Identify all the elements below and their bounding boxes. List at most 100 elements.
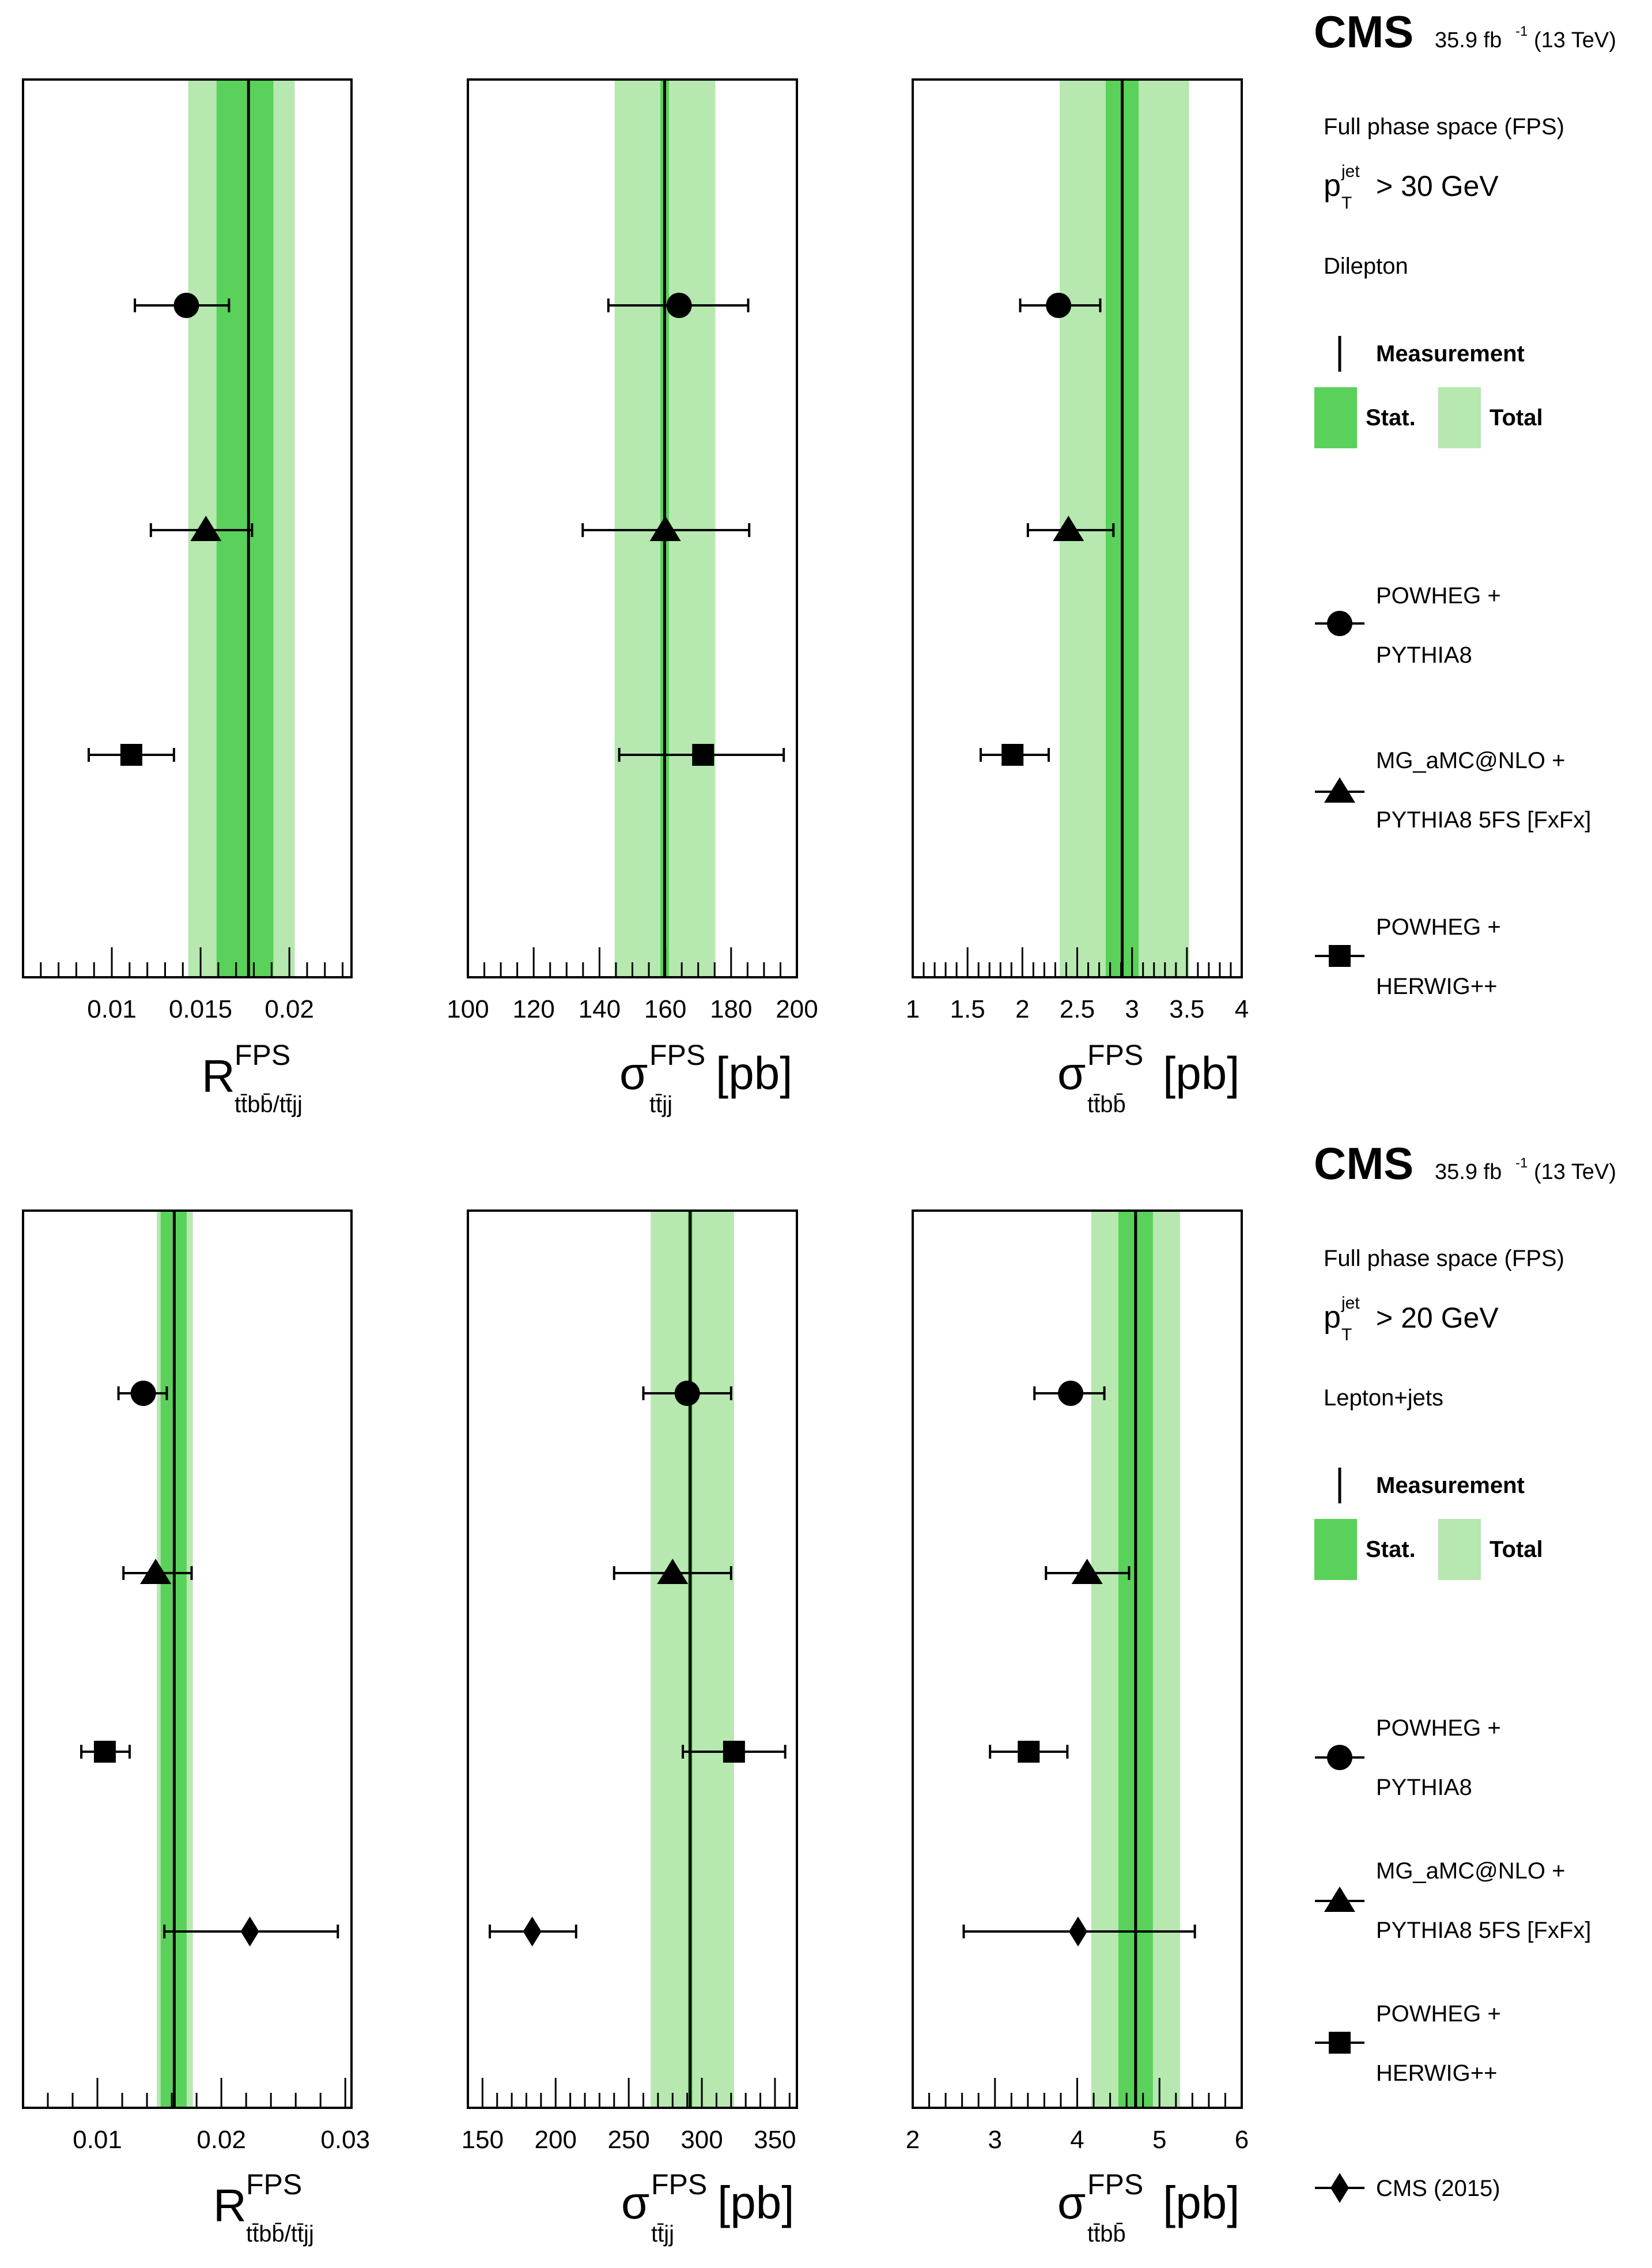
svg-text:HERWIG++: HERWIG++ (1376, 2061, 1497, 2086)
svg-text:Stat.: Stat. (1366, 1537, 1416, 1562)
tick-label: 100 (447, 995, 489, 1023)
pt-subscript: T (1341, 194, 1352, 213)
tick-label: 150 (462, 2126, 504, 2154)
svg-text:POWHEG +: POWHEG + (1376, 2001, 1501, 2027)
channel-label: Lepton+jets (1324, 1385, 1443, 1411)
axis-title-dilepton-ratio: R FPS tt̄bb̄/tt̄jj (202, 1039, 303, 1117)
svg-text:tt̄jj: tt̄jj (651, 2221, 674, 2247)
svg-text:[pb]: [pb] (717, 2177, 794, 2228)
data-point-circle (1033, 1381, 1106, 1406)
data-point-diamond (489, 1917, 577, 1946)
marker-circle (173, 293, 199, 318)
tick-label: 1 (906, 995, 920, 1023)
plot-frame (22, 78, 353, 978)
pt-symbol: p (1324, 1300, 1341, 1335)
svg-text:R: R (213, 2180, 247, 2231)
circle-marker-icon (1327, 611, 1352, 636)
tick-label: 0.02 (264, 995, 314, 1023)
svg-text:σ: σ (1057, 2177, 1086, 2228)
phase-space-label: Full phase space (FPS) (1324, 1246, 1564, 1271)
tick-label: 140 (579, 995, 621, 1023)
svg-text:MG_aMC@NLO +: MG_aMC@NLO + (1376, 1858, 1565, 1884)
tick-label: 300 (681, 2126, 723, 2154)
plot-frame (912, 1209, 1243, 2109)
data-point-triangle (613, 1559, 732, 1584)
data-point-square (682, 1741, 787, 1763)
data-point-square (980, 744, 1050, 766)
svg-text:tt̄bb̄/tt̄jj: tt̄bb̄/tt̄jj (246, 2221, 314, 2247)
data-point-circle (134, 293, 230, 318)
tick-label: 180 (710, 995, 752, 1023)
marker-diamond (1068, 1917, 1087, 1946)
data-point-triangle (581, 516, 751, 541)
marker-circle (1046, 293, 1072, 318)
tick-label: 0.01 (73, 2126, 122, 2154)
tick-label: 1.5 (950, 995, 985, 1023)
tick-label: 3.5 (1169, 995, 1204, 1023)
pt-superscript: jet (1341, 1294, 1360, 1313)
svg-text:tt̄bb̄: tt̄bb̄ (1087, 2221, 1126, 2247)
marker-triangle (1053, 516, 1084, 541)
stat-uncertainty-band (216, 80, 274, 977)
tick-label: 4 (1070, 2126, 1084, 2154)
energy-label: (13 TeV) (1534, 28, 1616, 52)
svg-text:HERWIG++: HERWIG++ (1376, 974, 1497, 999)
panel-dilepton-ttbb: 1 1.5 2 2.5 3 3.5 4 (906, 78, 1249, 1023)
marker-circle (1058, 1381, 1084, 1406)
svg-text:Measurement: Measurement (1376, 1473, 1525, 1498)
tick-label: 2 (906, 2126, 920, 2154)
energy-label: (13 TeV) (1534, 1160, 1616, 1184)
svg-text:POWHEG +: POWHEG + (1376, 583, 1501, 608)
data-point-circle (117, 1381, 168, 1406)
svg-text:Measurement: Measurement (1376, 341, 1525, 366)
pt-cut-label: > 30 GeV (1376, 170, 1499, 202)
data-point-circle (607, 293, 750, 318)
data-point-triangle (122, 1559, 193, 1584)
svg-text:FPS: FPS (1087, 2168, 1143, 2201)
lumi-exponent: -1 (1515, 24, 1528, 39)
svg-text:σ: σ (1057, 1048, 1086, 1099)
tick-label: 0.01 (87, 995, 137, 1023)
plot-frame (467, 78, 798, 978)
svg-text:FPS: FPS (649, 1039, 705, 1071)
panel-leptonjets-ttbb: 2 3 4 5 6 (906, 1209, 1249, 2154)
svg-text:PYTHIA8: PYTHIA8 (1376, 642, 1472, 668)
svg-text:PYTHIA8 5FS [FxFx]: PYTHIA8 5FS [FxFx] (1376, 1918, 1591, 1943)
svg-text:[pb]: [pb] (1163, 2177, 1239, 2228)
cms-label: CMS (1314, 1138, 1413, 1189)
svg-text:POWHEG +: POWHEG + (1376, 914, 1501, 940)
legend-dilepton: CMS 35.9 fb -1 (13 TeV) Full phase space… (1314, 6, 1616, 999)
tick-label: 200 (776, 995, 818, 1023)
svg-text:PYTHIA8: PYTHIA8 (1376, 1775, 1472, 1800)
svg-text:FPS: FPS (651, 2168, 707, 2201)
marker-circle (666, 293, 692, 318)
svg-text:Stat.: Stat. (1366, 405, 1416, 430)
tick-label: 2 (1015, 995, 1029, 1023)
marker-square (93, 1741, 116, 1763)
square-marker-icon (1329, 2032, 1351, 2054)
tick-label: 350 (754, 2126, 796, 2154)
svg-text:CMS (2015): CMS (2015) (1376, 2176, 1500, 2201)
svg-text:R: R (202, 1050, 235, 1102)
marker-square (692, 744, 715, 766)
plot-frame (912, 78, 1243, 978)
phase-space-label: Full phase space (FPS) (1324, 114, 1564, 139)
plot-frame (467, 1209, 798, 2109)
svg-text:tt̄bb̄/tt̄jj: tt̄bb̄/tt̄jj (235, 1092, 303, 1117)
triangle-marker-icon (1324, 1887, 1355, 1912)
data-point-square (80, 1741, 131, 1763)
tick-label: 5 (1152, 2126, 1166, 2154)
svg-text:FPS: FPS (246, 2168, 302, 2201)
stat-legend-swatch (1314, 387, 1357, 448)
panel-leptonjets-ttjj: 150 200 250 300 350 (462, 1209, 798, 2154)
data-point-circle (642, 1381, 732, 1406)
marker-square (1001, 744, 1024, 766)
marker-triangle (1071, 1559, 1103, 1584)
svg-text:[pb]: [pb] (716, 1048, 792, 1099)
data-point-triangle (1026, 516, 1115, 541)
tick-label: 160 (644, 995, 686, 1023)
svg-text:FPS: FPS (1087, 1039, 1143, 1071)
svg-text:Total: Total (1490, 405, 1543, 430)
square-marker-icon (1329, 945, 1351, 967)
